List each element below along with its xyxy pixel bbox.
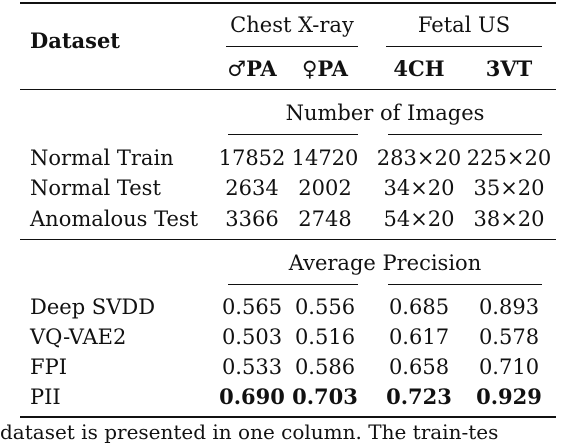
cell: 283×20 [376,146,462,170]
row-label: Anomalous Test [30,207,199,231]
section-title-number-of-images: Number of Images [285,101,485,125]
cell-best: 0.723 [386,384,452,409]
dataset-header: Dataset [30,28,121,53]
cell: 38×20 [473,207,545,231]
cell: 54×20 [383,207,455,231]
cell: 17852 [218,146,286,170]
cell: 2634 [225,176,279,200]
group-chest-xray: Chest X-ray [230,13,354,37]
cell: 14720 [291,146,359,170]
header-rule [20,89,556,90]
chest-cmidrule [226,46,358,47]
cell: 2748 [298,207,352,231]
cell: 0.586 [294,355,356,379]
section1-cmidrule-right [388,134,542,135]
cell: 0.578 [478,325,540,349]
cell-best: 0.929 [476,384,542,409]
cell: 0.710 [478,355,540,379]
section2-cmidrule-left [228,284,358,285]
cell: 2002 [298,176,352,200]
col-male-pa: ♂PA [227,56,277,81]
section2-cmidrule-right [388,284,542,285]
group-fetal-us: Fetal US [417,13,511,37]
section-rule [20,239,556,240]
row-label: PII [30,385,61,409]
cell: 0.658 [388,355,450,379]
cell: 0.533 [221,355,283,379]
cell: 3366 [225,207,279,231]
row-label: Normal Test [30,176,161,200]
cell: 225×20 [466,146,552,170]
cell-best: 0.703 [292,384,358,409]
row-label: FPI [30,355,67,379]
bottom-rule [20,416,556,418]
section1-cmidrule-left [228,134,358,135]
section-title-average-precision: Average Precision [288,251,482,275]
caption-text: dataset is presented in one column. The … [0,420,499,444]
row-label: Normal Train [30,146,174,170]
row-label: Deep SVDD [30,295,156,319]
cell: 35×20 [473,176,545,200]
cell: 0.893 [478,295,540,319]
cell: 0.565 [221,295,283,319]
cell: 0.556 [294,295,356,319]
cell: 34×20 [383,176,455,200]
top-rule [20,2,556,4]
col-4ch: 4CH [393,56,445,81]
row-label: VQ-VAE2 [30,325,127,349]
cell-best: 0.690 [219,384,285,409]
cell: 0.617 [388,325,450,349]
cell: 0.685 [388,295,450,319]
fetal-cmidrule [386,46,542,47]
cell: 0.503 [221,325,283,349]
col-3vt: 3VT [485,56,533,81]
col-female-pa: ♀PA [302,56,348,81]
cell: 0.516 [294,325,356,349]
